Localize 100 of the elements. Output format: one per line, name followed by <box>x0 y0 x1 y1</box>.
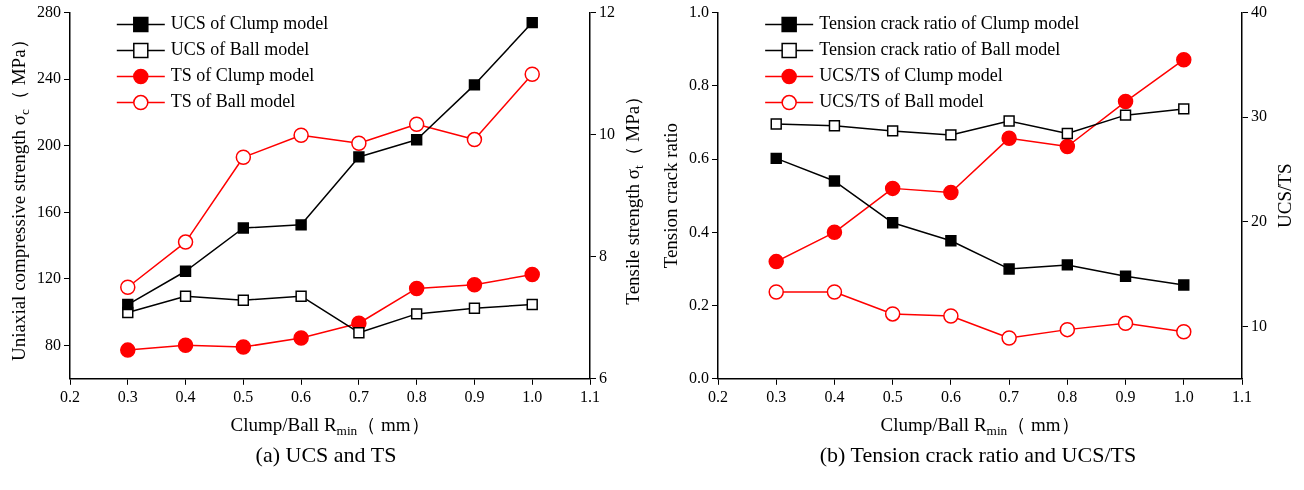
point <box>1176 323 1192 340</box>
x-tick-label: 1.0 <box>522 387 543 405</box>
x-tick-label: 0.7 <box>348 387 369 405</box>
point <box>1061 127 1074 140</box>
point <box>945 235 957 247</box>
point <box>1117 93 1134 110</box>
point <box>177 234 194 250</box>
point <box>526 16 538 29</box>
point <box>943 308 959 324</box>
point <box>466 277 483 293</box>
y-tick-label: 0.2 <box>689 295 709 313</box>
point <box>768 253 784 270</box>
x-tick-label: 0.9 <box>1115 387 1136 405</box>
point <box>1119 270 1132 282</box>
point <box>468 79 481 91</box>
x-tick-label: 0.3 <box>117 387 138 405</box>
point <box>120 279 136 295</box>
y2-axis-title: UCS/TS <box>1273 163 1295 228</box>
point <box>943 184 959 201</box>
point <box>1001 130 1017 146</box>
point <box>120 342 136 358</box>
legend-label: UCS/TS of Clump model <box>819 65 1003 86</box>
point <box>884 180 901 197</box>
legend-label: Tension crack ratio of Ball model <box>819 39 1061 60</box>
y2-tick-label: 8 <box>599 246 607 264</box>
y-tick-label: 280 <box>37 2 61 20</box>
legend-label: Tension crack ratio of Clump model <box>819 13 1080 34</box>
y-tick-label: 0.6 <box>689 149 709 167</box>
y2-tick-label: 30 <box>1251 107 1267 125</box>
point <box>828 120 841 132</box>
point <box>1001 330 1017 346</box>
point <box>524 66 540 82</box>
x-tick-label: 0.4 <box>175 387 196 405</box>
point <box>1059 321 1076 338</box>
point <box>1178 279 1190 291</box>
point <box>826 284 843 300</box>
y-tick-label: 160 <box>37 202 61 220</box>
x-tick-label: 1.1 <box>580 387 600 405</box>
point <box>768 284 784 300</box>
y-tick-label: 0.8 <box>689 76 709 94</box>
legend-label: UCS/TS of Ball model <box>819 91 984 112</box>
x-tick-label: 0.5 <box>233 387 254 405</box>
point <box>353 151 365 163</box>
point <box>410 134 423 146</box>
point <box>353 326 365 339</box>
x-tick-label: 1.0 <box>1173 387 1194 405</box>
y-tick-label: 1.0 <box>689 2 709 20</box>
point <box>524 266 540 283</box>
y2-tick-label: 6 <box>599 369 607 386</box>
point <box>1003 115 1015 127</box>
point <box>1117 315 1134 332</box>
y-tick-label: 0.0 <box>689 369 709 386</box>
point <box>295 219 307 231</box>
point <box>122 298 134 311</box>
point <box>828 175 841 187</box>
point <box>179 265 192 277</box>
legend-label: TS of Ball model <box>170 91 296 112</box>
y2-tick-label: 10 <box>599 124 615 142</box>
x-tick-label: 0.2 <box>60 387 80 405</box>
point <box>237 294 250 306</box>
y-axis-title: Uniaxial compressive strength σc（ MPa） <box>7 30 33 362</box>
x-tick-label: 0.2 <box>708 387 728 405</box>
point <box>466 131 483 148</box>
y2-tick-label: 40 <box>1251 2 1267 20</box>
y-tick-label: 120 <box>37 269 61 287</box>
point <box>408 116 425 133</box>
y-tick-label: 240 <box>37 69 61 87</box>
x-tick-label: 0.4 <box>824 387 845 405</box>
point <box>237 222 250 234</box>
y-tick-label: 80 <box>45 335 61 353</box>
point <box>770 118 782 130</box>
point <box>293 127 309 144</box>
point <box>235 339 252 355</box>
x-tick-label: 0.6 <box>291 387 312 405</box>
y2-axis-title: Tensile strength σt（ MPa） <box>621 86 647 305</box>
x-tick-label: 0.8 <box>406 387 427 405</box>
point <box>1176 51 1192 68</box>
point <box>410 308 423 320</box>
x-tick-label: 0.5 <box>882 387 903 405</box>
legend-label: TS of Clump model <box>170 65 315 86</box>
point <box>526 298 538 311</box>
x-tick-label: 0.3 <box>766 387 787 405</box>
legend-label: UCS of Ball model <box>170 39 310 60</box>
x-tick-label: 0.9 <box>464 387 485 405</box>
point <box>1119 109 1132 121</box>
legend-label: UCS of Clump model <box>170 13 329 34</box>
point <box>468 302 481 314</box>
x-tick-label: 1.1 <box>1232 387 1252 405</box>
point <box>945 129 957 141</box>
point <box>1003 263 1015 275</box>
point <box>408 280 425 297</box>
point <box>235 149 252 165</box>
point <box>884 306 901 322</box>
point <box>293 330 309 346</box>
x-tick-label: 0.8 <box>1057 387 1078 405</box>
y-tick-label: 0.4 <box>689 222 709 240</box>
y-axis-title: Tension crack ratio <box>659 123 681 269</box>
y2-tick-label: 20 <box>1251 212 1267 230</box>
point <box>179 290 192 302</box>
x-tick-label: 0.7 <box>999 387 1020 405</box>
